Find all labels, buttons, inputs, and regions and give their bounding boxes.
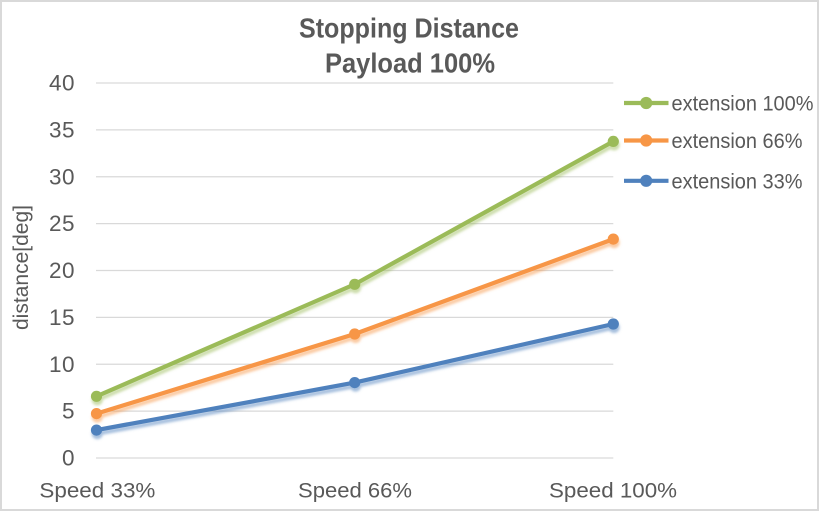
svg-text:15: 15: [49, 305, 75, 330]
svg-text:20: 20: [49, 258, 75, 283]
svg-text:10: 10: [49, 352, 75, 377]
svg-text:40: 40: [49, 71, 75, 96]
svg-text:extension 100%: extension 100%: [672, 92, 814, 116]
svg-text:0: 0: [62, 446, 75, 471]
svg-text:Speed 33%: Speed 33%: [39, 479, 155, 503]
svg-text:extension 66%: extension 66%: [672, 129, 803, 153]
svg-text:Payload 100%: Payload 100%: [325, 48, 495, 79]
svg-text:Speed 100%: Speed 100%: [549, 479, 677, 503]
svg-text:extension 33%: extension 33%: [672, 169, 803, 193]
svg-text:25: 25: [49, 211, 75, 236]
svg-text:30: 30: [49, 164, 75, 189]
svg-text:5: 5: [62, 399, 75, 424]
svg-text:distance[deg]: distance[deg]: [10, 205, 33, 330]
svg-text:35: 35: [49, 117, 75, 142]
svg-text:Stopping Distance: Stopping Distance: [299, 13, 519, 44]
svg-text:Speed 66%: Speed 66%: [298, 479, 412, 503]
